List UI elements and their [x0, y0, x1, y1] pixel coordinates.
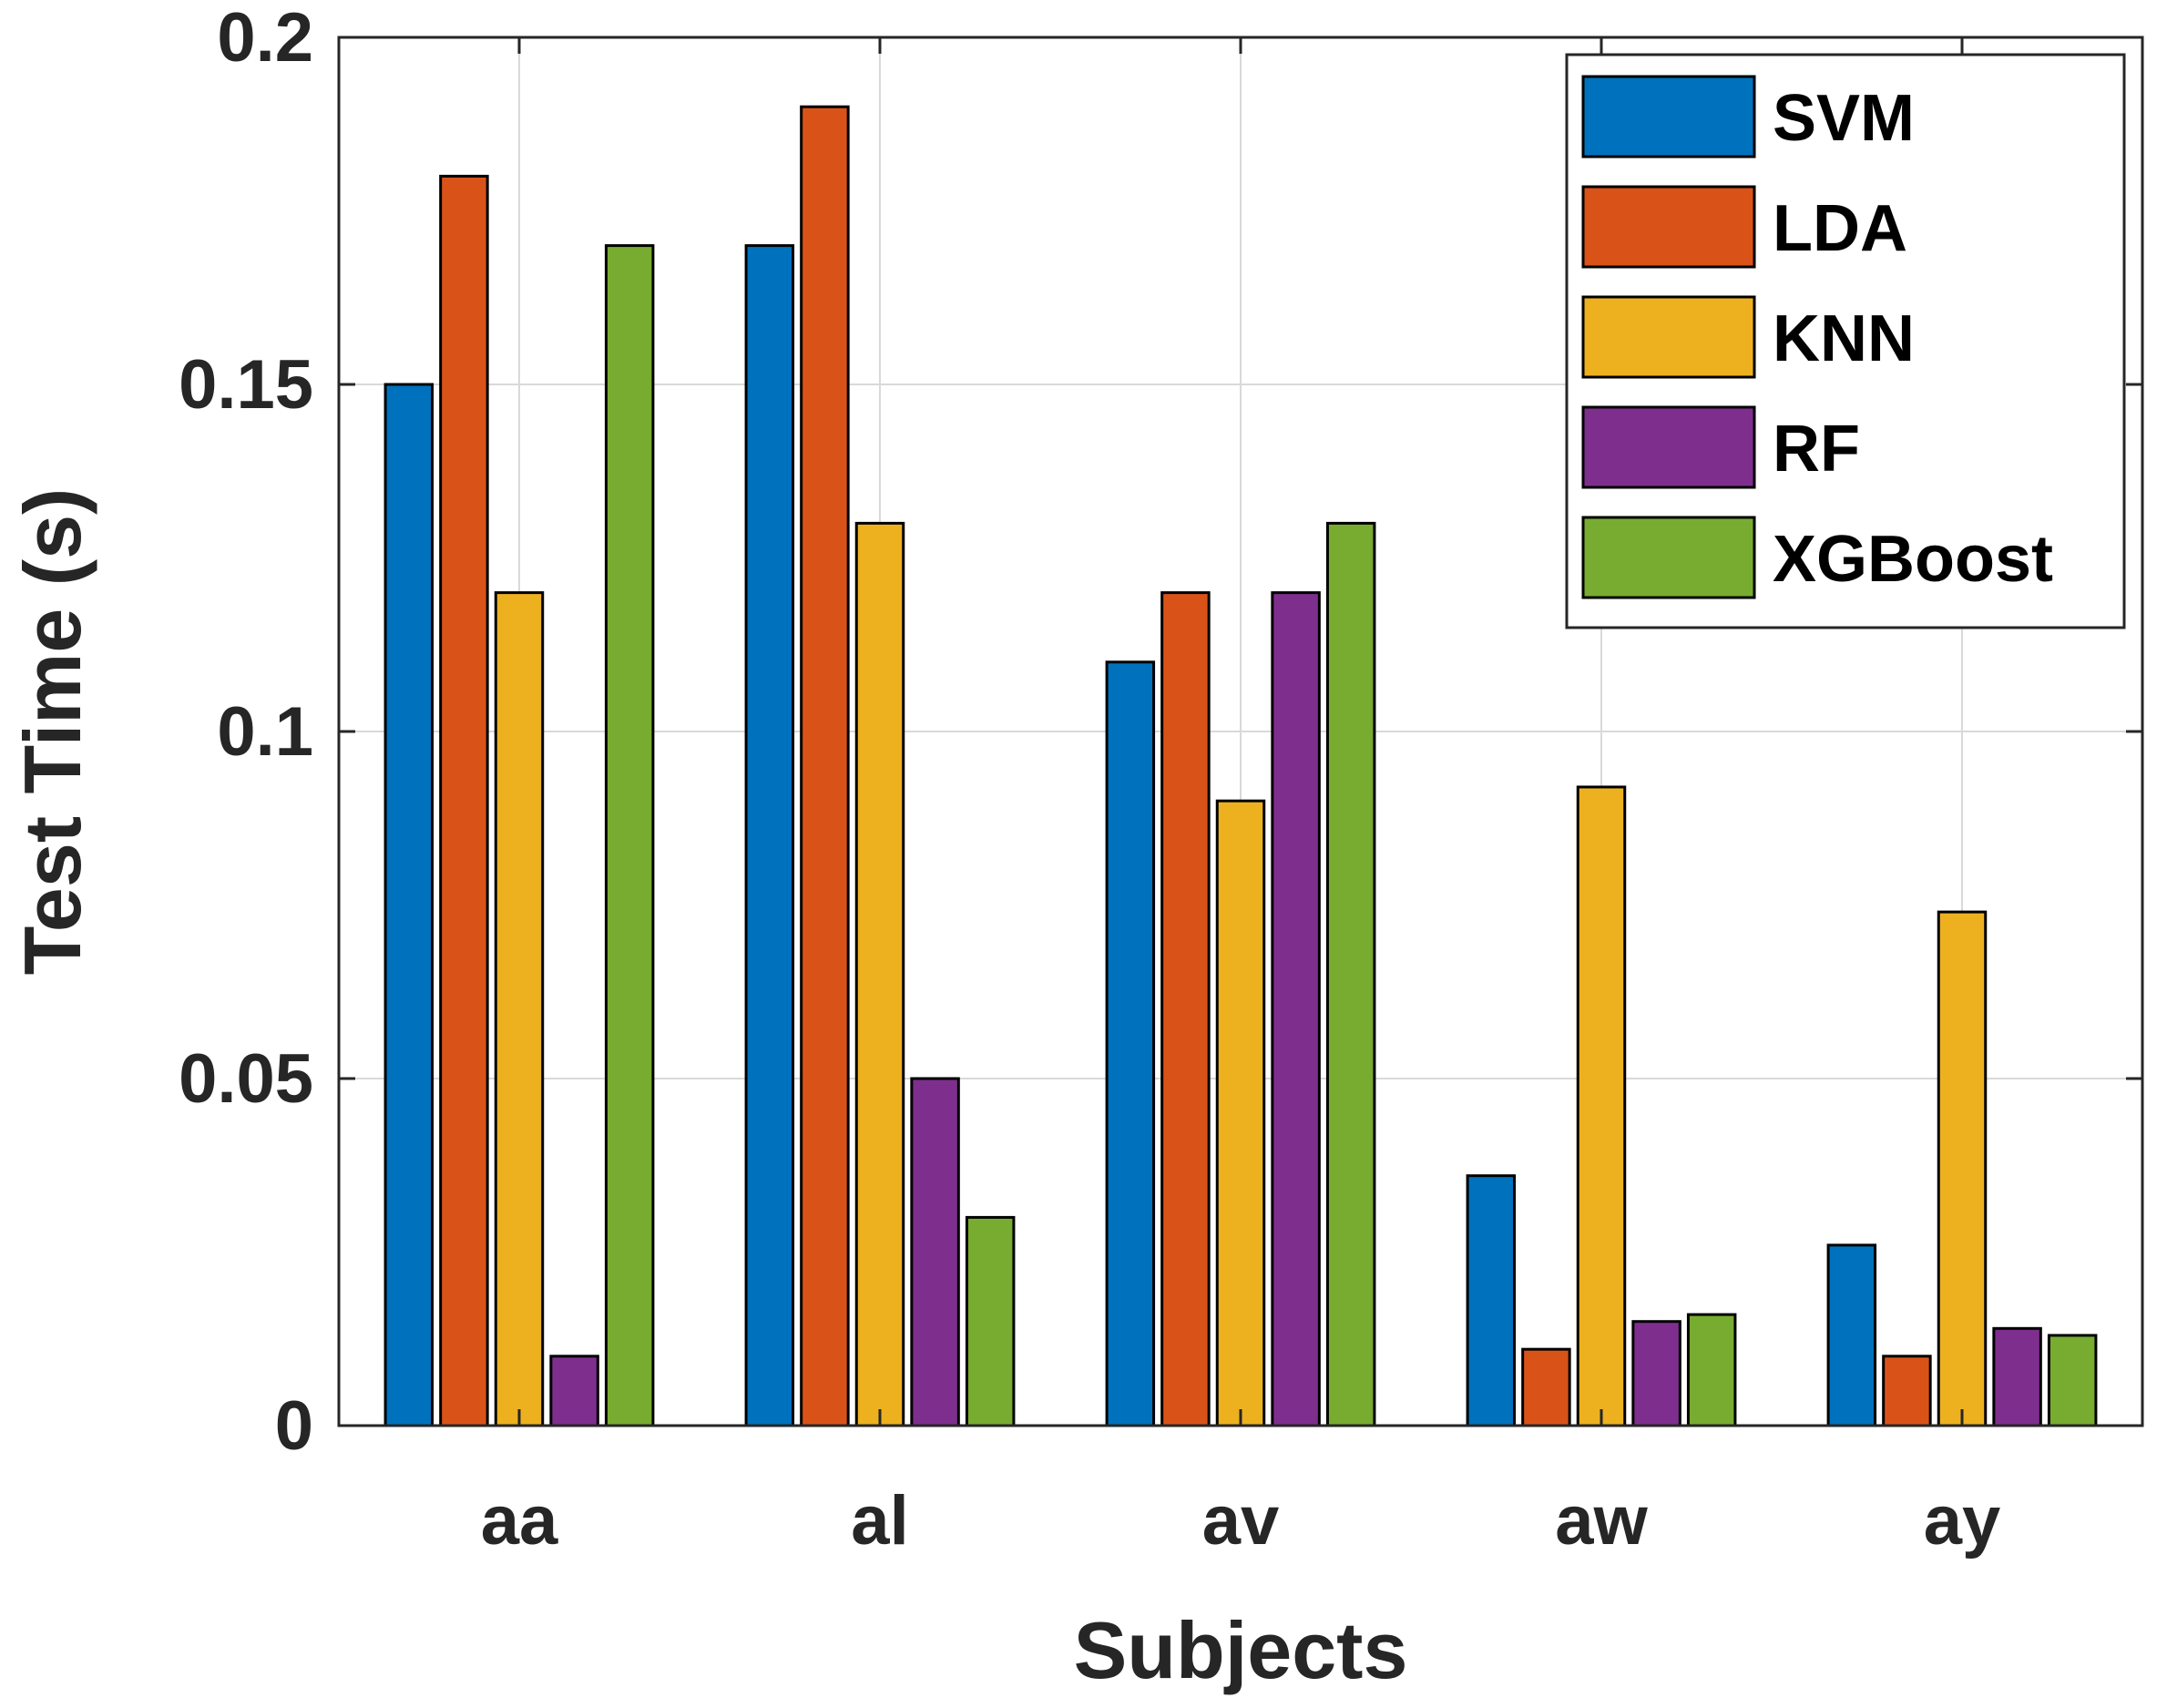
x-axis-title: Subjects [1074, 1605, 1408, 1695]
bar-rf-al [910, 1077, 960, 1427]
y-tick-label: 0.15 [179, 346, 313, 424]
bar-svm-al [744, 244, 795, 1427]
bar-lda-av [1160, 591, 1211, 1427]
legend-swatch-knn [1581, 295, 1756, 379]
y-tick-label: 0.1 [217, 693, 313, 771]
bar-svm-av [1105, 660, 1156, 1427]
bar-lda-aw [1521, 1347, 1571, 1427]
bar-lda-al [800, 105, 850, 1427]
legend-label-knn: KNN [1773, 302, 1915, 375]
legend-swatch-xgboost [1581, 516, 1756, 599]
x-tick-label: aa [481, 1482, 558, 1560]
bars [383, 105, 2098, 1427]
bar-svm-ay [1826, 1243, 1877, 1427]
x-tick-label: ay [1924, 1482, 2001, 1560]
legend: SVM LDA KNN RF XGBoost [1565, 53, 2126, 629]
legend-swatch-rf [1581, 405, 1756, 489]
bar-knn-aa [494, 591, 545, 1427]
legend-label-lda: LDA [1773, 192, 1907, 265]
bar-rf-av [1271, 591, 1321, 1427]
bar-rf-ay [1992, 1326, 2042, 1427]
bar-lda-aa [439, 174, 489, 1427]
y-tick-label: 0.05 [179, 1040, 313, 1118]
legend-label-xgboost: XGBoost [1773, 523, 2053, 596]
y-tick-label: 0 [275, 1387, 313, 1465]
bar-xgboost-av [1325, 521, 1376, 1427]
x-tick-label: av [1202, 1482, 1280, 1560]
y-tick-label: 0.2 [217, 0, 313, 77]
bar-xgboost-aa [604, 244, 655, 1427]
legend-swatch-svm [1581, 75, 1756, 159]
bar-xgboost-ay [2047, 1334, 2098, 1427]
bar-rf-aw [1631, 1320, 1681, 1427]
bar-xgboost-al [965, 1215, 1016, 1427]
tick-labels: 0 0.05 0.1 0.15 0.2 aa al av aw ay [179, 0, 2000, 1560]
y-axis-title: Test Time (s) [7, 488, 97, 976]
bar-knn-aw [1576, 785, 1627, 1427]
x-tick-label: al [851, 1482, 908, 1560]
legend-label-svm: SVM [1773, 82, 1915, 155]
bar-lda-ay [1882, 1355, 1932, 1427]
bar-knn-al [854, 521, 905, 1427]
bar-rf-aa [549, 1355, 599, 1427]
bar-knn-ay [1937, 910, 1988, 1427]
legend-swatch-lda [1581, 185, 1756, 269]
bar-svm-aa [383, 383, 434, 1427]
bar-xgboost-aw [1686, 1313, 1737, 1427]
legend-label-rf: RF [1773, 413, 1860, 486]
bar-svm-aw [1466, 1174, 1517, 1427]
bar-knn-av [1215, 799, 1266, 1427]
axis-ticks [339, 36, 2142, 1427]
x-tick-label: aw [1555, 1482, 1648, 1560]
